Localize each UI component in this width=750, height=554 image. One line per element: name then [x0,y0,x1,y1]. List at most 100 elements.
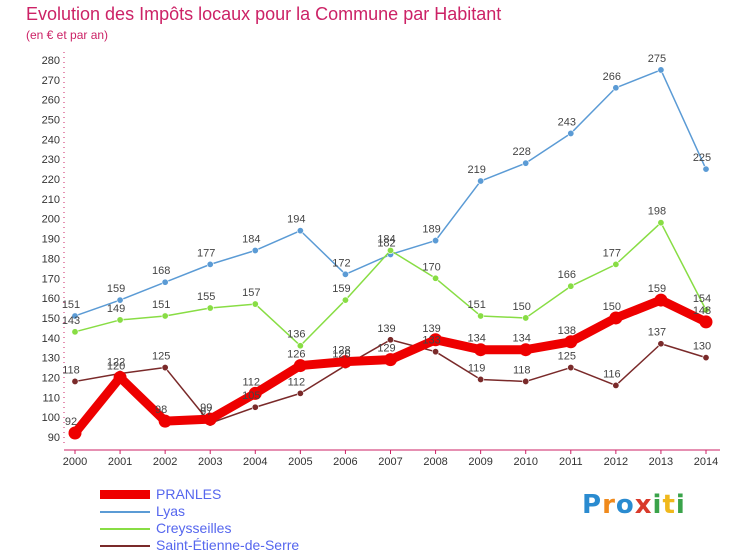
data-point-saint-etienne-de-serre [522,377,530,385]
y-tick-label: 170 [42,273,60,285]
data-label-saint-etienne-de-serre: 125 [152,351,170,363]
data-point-pranles [564,335,578,349]
data-point-creysseilles [206,304,214,312]
series-lines [68,66,713,440]
y-tick-label: 210 [42,194,60,206]
legend-item-saint-etienne-de-serre: Saint-Étienne-de-Serre [100,537,360,554]
data-label-saint-etienne-de-serre: 118 [62,364,80,376]
y-tick-label: 150 [42,313,60,325]
data-point-creysseilles [116,316,124,324]
y-tick-label: 260 [42,95,60,107]
data-label-creysseilles: 184 [377,233,395,245]
x-tick-label: 2003 [198,456,222,468]
legend-item-pranles: PRANLES [100,486,360,503]
y-tick-label: 220 [42,174,60,186]
y-tick-label: 120 [42,372,60,384]
data-label-saint-etienne-de-serre: 112 [288,376,306,388]
data-label-saint-etienne-de-serre: 137 [648,327,666,339]
data-point-lyas [432,237,440,245]
data-label-saint-etienne-de-serre: 126 [332,349,350,361]
data-point-creysseilles [432,274,440,282]
x-tick-label: 2001 [108,456,132,468]
data-label-creysseilles: 170 [422,261,440,273]
data-label-saint-etienne-de-serre: 139 [377,323,395,335]
data-point-saint-etienne-de-serre [386,336,394,344]
data-point-lyas [206,260,214,268]
legend-item-creysseilles: Creysseilles [100,520,360,537]
y-tick-label: 280 [42,55,60,67]
data-point-pranles [609,311,623,325]
data-label-pranles: 126 [287,349,305,361]
data-point-pranles [519,343,533,357]
data-point-creysseilles [567,282,575,290]
y-tick-label: 250 [42,115,60,127]
data-label-lyas: 225 [693,152,711,164]
data-label-pranles: 128 [332,345,350,357]
y-tick-label: 140 [42,333,60,345]
x-tick-label: 2011 [559,456,583,468]
data-point-saint-etienne-de-serre [477,375,485,383]
data-label-creysseilles: 198 [648,206,666,218]
data-label-saint-etienne-de-serre: 116 [603,368,621,380]
x-tick-label: 2012 [604,456,628,468]
y-tick-label: 190 [42,234,60,246]
data-point-creysseilles [71,328,79,336]
data-point-creysseilles [522,314,530,322]
x-tick-label: 2010 [513,456,537,468]
data-label-lyas: 172 [332,257,350,269]
data-point-creysseilles [612,260,620,268]
data-labels: 151 159 168 177 184 194 172 182 189 219 228 243 266 2… [62,53,711,428]
x-tick-label: 2014 [694,456,718,468]
data-point-pranles [654,293,668,307]
data-point-lyas [71,312,79,320]
data-label-lyas: 182 [377,237,395,249]
x-tick-label: 2013 [649,456,673,468]
chart-title: Evolution des Impôts locaux pour la Comm… [26,4,502,24]
data-point-lyas [612,84,620,92]
x-tick-label: 2009 [468,456,492,468]
y-tick-label: 230 [42,154,60,166]
data-label-saint-etienne-de-serre: 133 [422,335,440,347]
data-point-saint-etienne-de-serre [251,403,259,411]
data-point-creysseilles [702,306,710,314]
data-point-saint-etienne-de-serre [567,364,575,372]
data-label-pranles: 112 [243,376,261,388]
data-label-creysseilles: 155 [197,291,215,303]
data-point-lyas [296,227,304,235]
y-tick-label: 200 [42,214,60,226]
data-point-lyas [657,66,665,74]
data-point-creysseilles [657,219,665,227]
legend: PRANLES Lyas Creysseilles Saint-Étienne-… [100,486,360,554]
data-point-lyas [341,270,349,278]
data-label-pranles: 99 [200,402,212,414]
data-point-creysseilles [296,342,304,350]
x-tick-label: 2008 [423,456,447,468]
data-label-lyas: 219 [467,164,485,176]
data-label-pranles: 134 [513,333,531,345]
data-point-pranles [113,370,127,384]
data-label-pranles: 134 [467,333,485,345]
y-tick-label: 160 [42,293,60,305]
data-point-creysseilles [251,300,259,308]
data-label-lyas: 194 [287,214,305,226]
data-label-saint-etienne-de-serre: 105 [242,390,260,402]
data-point-saint-etienne-de-serre [702,354,710,362]
data-point-saint-etienne-de-serre [612,381,620,389]
y-tick-label: 180 [42,253,60,265]
legend-label: PRANLES [156,486,222,502]
data-point-pranles [338,355,352,369]
data-point-lyas [522,159,530,167]
data-label-creysseilles: 136 [287,329,305,341]
data-point-creysseilles [386,246,394,254]
data-label-pranles: 138 [558,325,576,337]
legend-item-lyas: Lyas [100,503,360,520]
data-label-creysseilles: 159 [332,283,350,295]
data-point-saint-etienne-de-serre [296,389,304,397]
legend-label: Creysseilles [156,520,232,536]
data-point-lyas [161,278,169,286]
legend-label: Saint-Étienne-de-Serre [156,537,300,553]
data-point-pranles [474,343,488,357]
data-point-lyas [251,246,259,254]
data-label-pranles: 129 [377,343,395,355]
